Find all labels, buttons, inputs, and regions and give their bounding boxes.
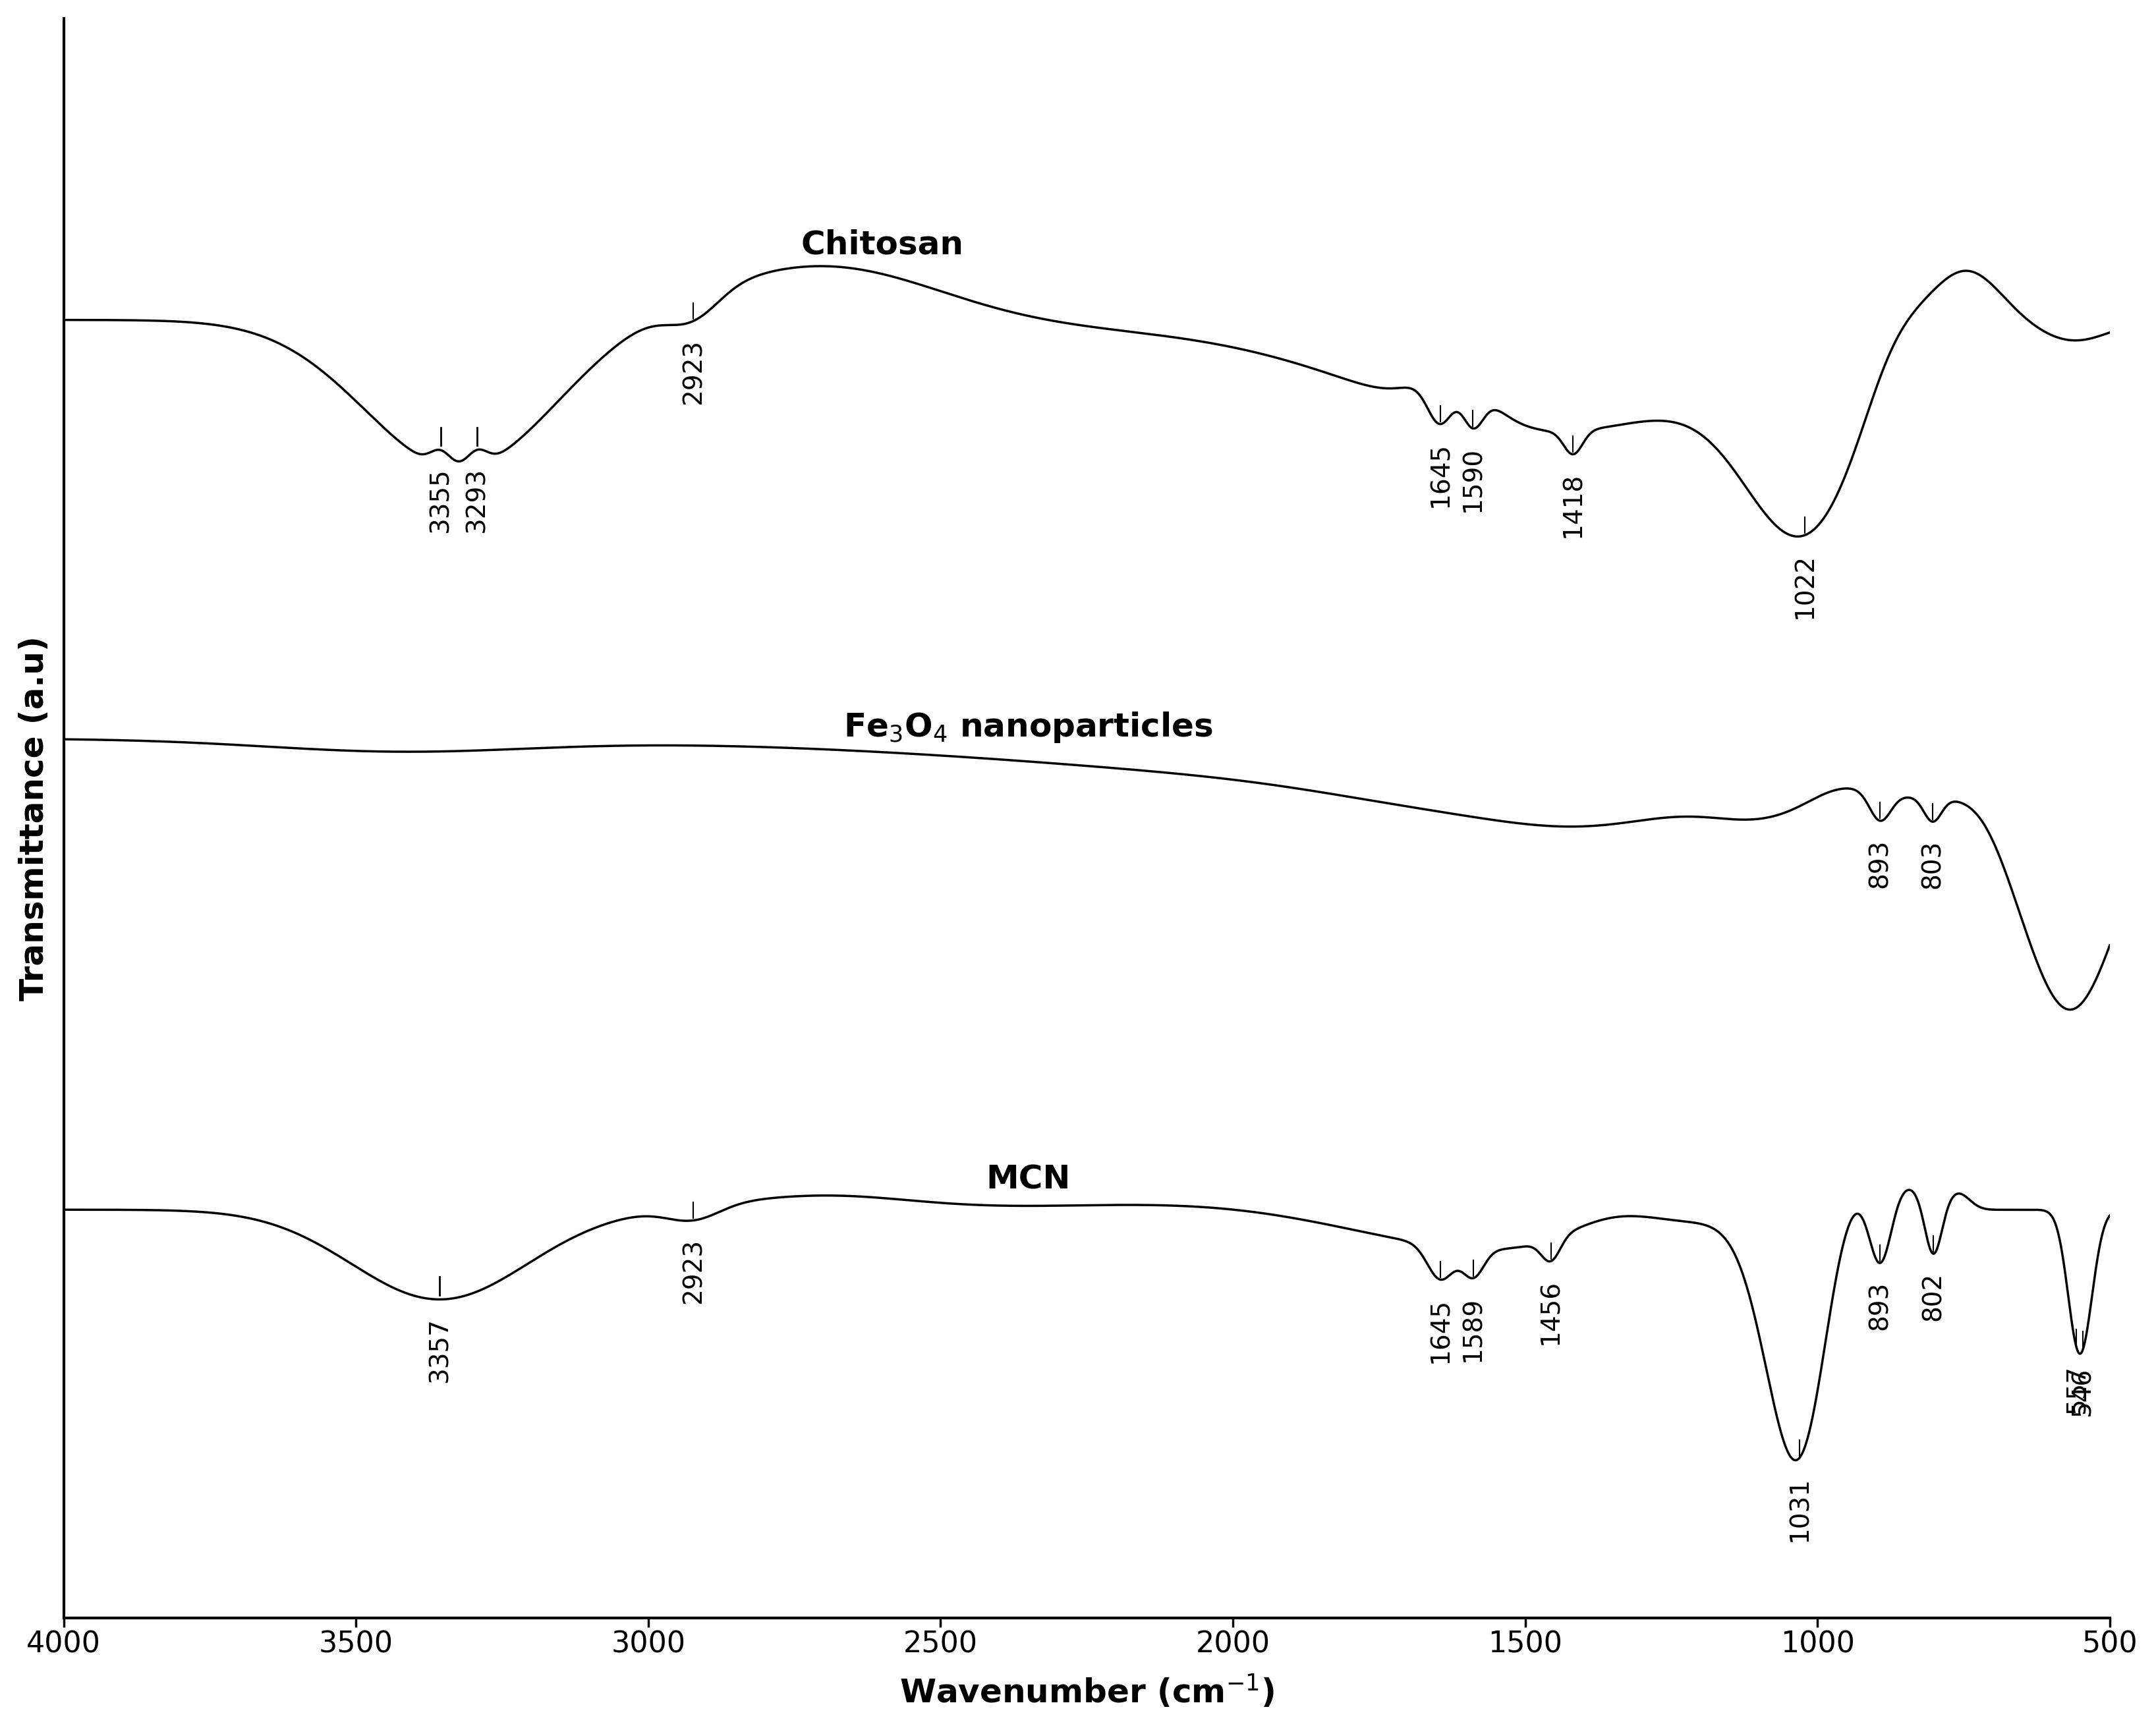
Text: 2923: 2923 xyxy=(681,339,705,404)
Text: Chitosan: Chitosan xyxy=(800,230,964,261)
Text: 3293: 3293 xyxy=(464,468,489,534)
Text: 1645: 1645 xyxy=(1427,1298,1453,1363)
Text: 1645: 1645 xyxy=(1427,442,1453,508)
Text: 3357: 3357 xyxy=(427,1317,453,1382)
Text: 2923: 2923 xyxy=(681,1239,705,1303)
Text: 557: 557 xyxy=(2063,1365,2089,1414)
X-axis label: Wavenumber (cm$^{-1}$): Wavenumber (cm$^{-1}$) xyxy=(899,1673,1274,1709)
Y-axis label: Transmittance (a.u): Transmittance (a.u) xyxy=(17,636,50,1001)
Text: 3355: 3355 xyxy=(429,468,453,534)
Text: 803: 803 xyxy=(1921,840,1945,888)
Text: 802: 802 xyxy=(1921,1272,1945,1320)
Text: 1589: 1589 xyxy=(1460,1296,1485,1362)
Text: 1031: 1031 xyxy=(1787,1476,1811,1541)
Text: 893: 893 xyxy=(1867,1280,1893,1331)
Text: 1590: 1590 xyxy=(1460,446,1485,511)
Text: 546: 546 xyxy=(2070,1367,2096,1417)
Text: 1418: 1418 xyxy=(1561,472,1585,537)
Text: MCN: MCN xyxy=(985,1163,1072,1196)
Text: Fe$_3$O$_4$ nanoparticles: Fe$_3$O$_4$ nanoparticles xyxy=(843,710,1214,745)
Text: 893: 893 xyxy=(1867,838,1893,888)
Text: 1456: 1456 xyxy=(1539,1279,1563,1344)
Text: 1022: 1022 xyxy=(1792,553,1818,619)
